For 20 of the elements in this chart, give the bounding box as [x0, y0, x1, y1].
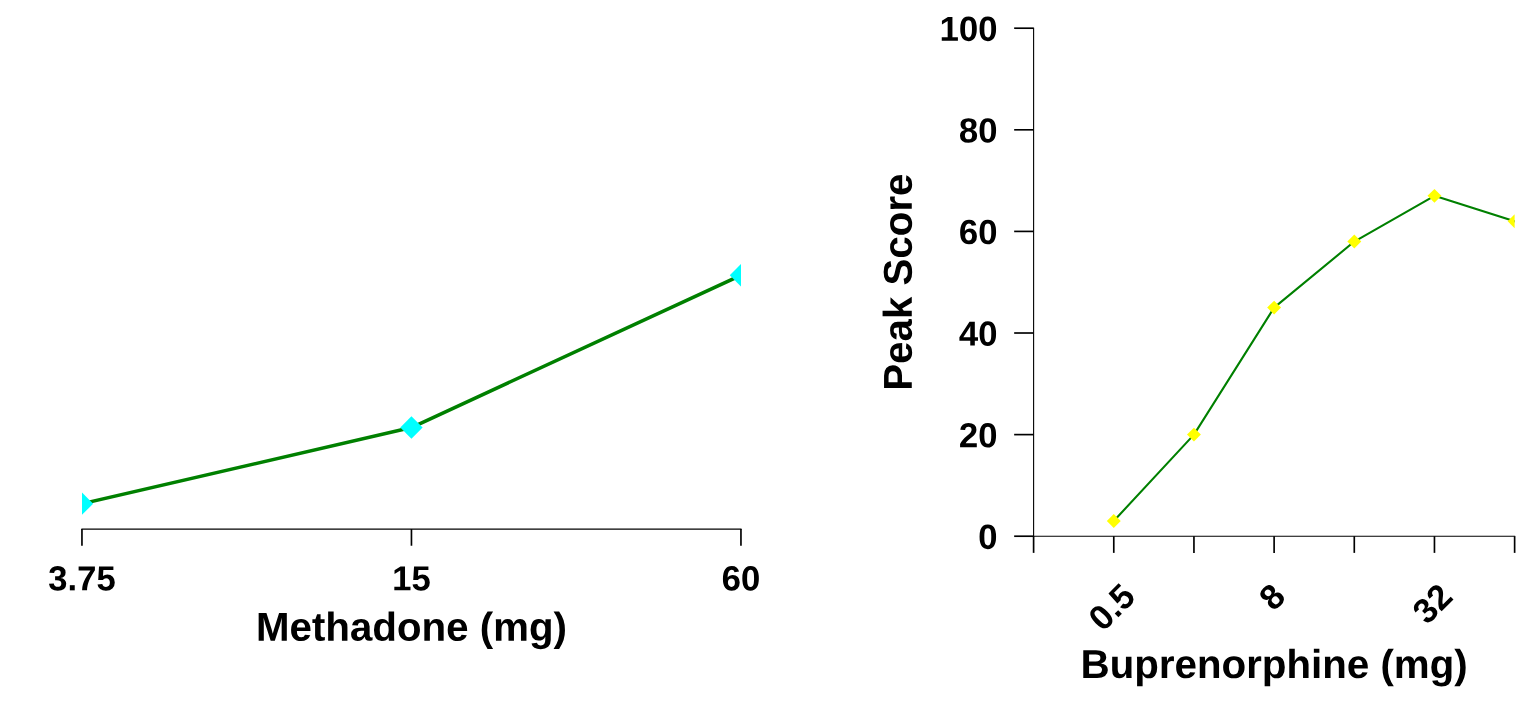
y-tick-label: 40	[959, 321, 997, 346]
x-axis-title: Methadone (mg)	[258, 611, 565, 650]
y-tick-label: 100	[941, 16, 997, 42]
x-tick-label: 8	[1257, 582, 1287, 612]
point	[1106, 514, 1121, 528]
x-tick-label: 0.5	[1086, 581, 1137, 632]
x-tick-label: 15	[394, 566, 430, 591]
x-tick-label: 60	[722, 566, 759, 591]
x-tick-label: 32	[1410, 582, 1454, 626]
y-tick-label: 80	[959, 118, 997, 143]
y-tick-label: 0	[979, 524, 997, 550]
point	[1267, 300, 1282, 315]
y-tick-label: 60	[960, 219, 997, 245]
y-tick-label: 20	[960, 422, 997, 448]
y-axis-title: Peak Score	[882, 174, 913, 389]
x-axis-title: Buprenorphine (mg)	[1083, 648, 1466, 687]
point	[1427, 188, 1442, 203]
point	[1347, 234, 1362, 249]
point	[1187, 427, 1201, 442]
x-tick-label: 3.75	[48, 566, 115, 591]
